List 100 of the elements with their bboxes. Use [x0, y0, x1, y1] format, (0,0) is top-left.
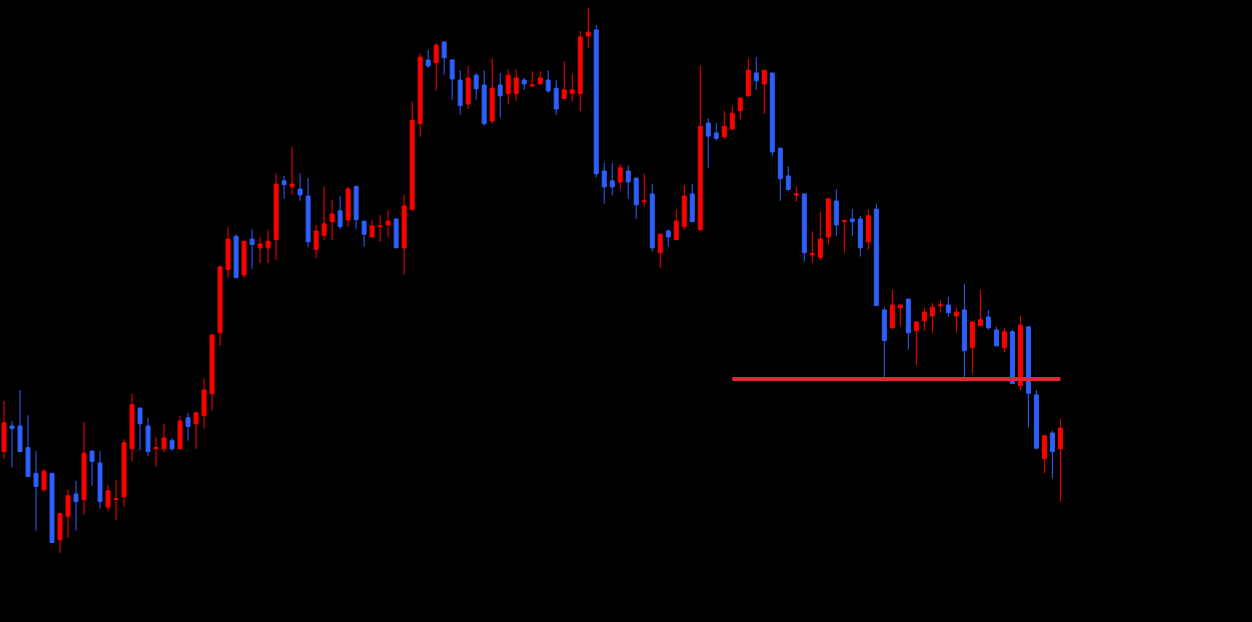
candlestick — [465, 65, 471, 110]
candlestick — [561, 60, 567, 100]
candlestick — [49, 472, 55, 543]
candlestick — [353, 185, 359, 230]
candlestick — [921, 307, 927, 332]
candlestick — [57, 513, 63, 554]
candlestick — [441, 41, 447, 76]
candlestick — [41, 468, 47, 493]
candlestick — [753, 56, 759, 91]
candlestick — [745, 57, 751, 97]
candlestick — [473, 72, 479, 101]
candlestick — [705, 117, 711, 169]
candlestick — [313, 224, 319, 259]
candlestick — [425, 49, 431, 69]
candlestick — [1041, 435, 1047, 474]
candlestick — [601, 162, 607, 205]
candlestick — [9, 420, 15, 468]
candlestick — [969, 321, 975, 375]
candlestick — [385, 209, 391, 238]
candlestick — [201, 378, 207, 430]
candlestick — [761, 69, 767, 115]
candlestick — [1025, 326, 1031, 429]
candlestick — [273, 173, 279, 261]
candlestick — [73, 480, 79, 531]
candlestick — [697, 65, 703, 231]
candlestick — [793, 186, 799, 203]
candlestick — [721, 110, 727, 140]
candlestick — [345, 186, 351, 228]
candlestick — [993, 326, 999, 347]
candlestick — [33, 450, 39, 531]
candlestick — [289, 146, 295, 196]
candlestick — [729, 105, 735, 130]
candlestick — [873, 203, 879, 307]
candlestick — [113, 479, 119, 521]
candlestick — [985, 309, 991, 331]
candlestick — [1001, 327, 1007, 353]
candlestick — [545, 69, 551, 94]
candlestick — [401, 194, 407, 276]
candlestick — [849, 208, 855, 237]
candlestick — [393, 218, 399, 249]
candlestick — [153, 436, 159, 468]
candlestick — [889, 289, 895, 329]
candlestick — [369, 219, 375, 238]
candlestick — [505, 68, 511, 105]
candlestick — [249, 228, 255, 270]
candlestick — [769, 72, 775, 157]
candlestick — [905, 298, 911, 351]
candlestick — [433, 42, 439, 92]
candlestick — [305, 177, 311, 248]
candlestick — [25, 414, 31, 478]
candlestick — [569, 73, 575, 102]
candlestick — [681, 184, 687, 231]
candlestick — [809, 230, 815, 264]
candlestick — [593, 24, 599, 179]
candlestick — [609, 162, 615, 197]
candlestick — [457, 69, 463, 116]
candlestick — [105, 484, 111, 512]
candlestick — [1057, 418, 1063, 503]
candlestick — [1049, 430, 1055, 480]
candlestick — [241, 240, 247, 279]
candlestick — [737, 97, 743, 120]
candlestick — [17, 389, 23, 453]
candlestick — [665, 228, 671, 248]
candlestick — [529, 70, 535, 87]
candlestick — [377, 214, 383, 243]
candlestick — [177, 415, 183, 450]
candlestick — [65, 489, 71, 539]
candlestick — [481, 69, 487, 127]
candlestick — [841, 219, 847, 254]
candlestick — [801, 193, 807, 262]
candlestick — [713, 122, 719, 142]
candlestick — [497, 72, 503, 119]
candlestick — [169, 437, 175, 452]
candlestick — [513, 68, 519, 102]
candlestick — [297, 172, 303, 202]
candlestick — [977, 289, 983, 327]
candlestick — [329, 199, 335, 241]
candlestick — [337, 195, 343, 230]
candlestick — [521, 77, 527, 91]
candlestick — [1, 400, 7, 460]
candlestick — [217, 264, 223, 347]
candlestick — [577, 30, 583, 112]
candlestick — [361, 220, 367, 248]
candlestick — [825, 198, 831, 246]
candlestick — [121, 438, 127, 508]
candlestick — [537, 70, 543, 85]
candlestick — [785, 165, 791, 192]
candlestick — [137, 407, 143, 451]
candlestick — [265, 229, 271, 264]
candlestick — [193, 412, 199, 450]
candlestick — [929, 302, 935, 334]
candlestick — [857, 215, 863, 258]
candlestick — [129, 393, 135, 462]
candlestick — [1017, 315, 1023, 392]
candlestick — [185, 412, 191, 442]
candlestick — [961, 283, 967, 378]
candlestick — [897, 304, 903, 327]
candlestick — [233, 233, 239, 279]
candlestick — [89, 450, 95, 487]
candlestick — [417, 52, 423, 138]
